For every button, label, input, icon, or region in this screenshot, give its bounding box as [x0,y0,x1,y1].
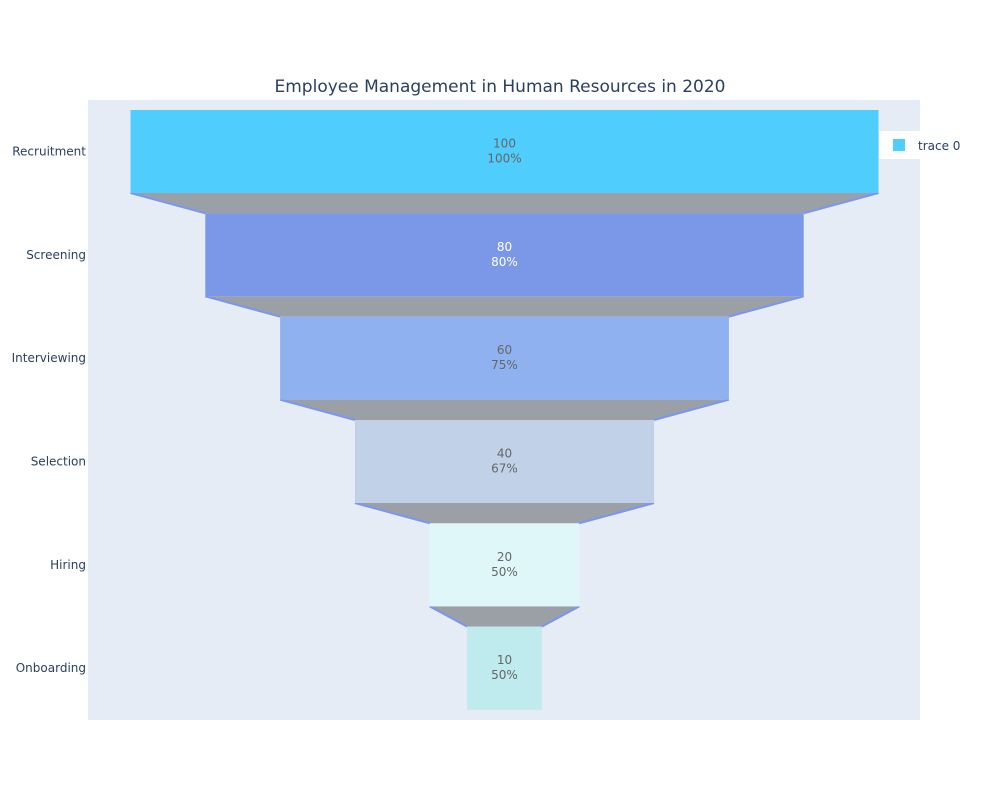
legend-swatch[interactable] [893,139,905,151]
legend[interactable]: trace 0 [879,131,969,159]
y-tick-label: Interviewing [12,351,86,365]
percent-label: 80% [491,255,518,269]
percent-label: 75% [491,358,518,372]
y-tick-label: Selection [31,455,86,469]
y-tick-label: Recruitment [12,145,86,159]
legend-entry-label[interactable]: trace 0 [918,139,960,153]
percent-label: 100% [487,152,521,166]
chart-title: Employee Management in Human Resources i… [275,77,726,97]
value-label: 40 [497,447,512,461]
value-label: 60 [497,343,512,357]
y-tick-label: Onboarding [16,661,86,675]
percent-label: 67% [491,462,518,476]
funnel-connector [131,193,879,213]
value-label: 100 [493,137,516,151]
percent-label: 50% [491,565,518,579]
y-axis-ticks: Recruitment Screening Interviewing Selectio… [12,145,87,676]
value-label: 80 [497,240,512,254]
percent-label: 50% [491,668,518,682]
value-label: 20 [497,550,512,564]
y-tick-label: Screening [26,248,86,262]
funnel-connector [205,296,803,316]
value-label: 10 [497,653,512,667]
y-tick-label: Hiring [50,558,86,572]
